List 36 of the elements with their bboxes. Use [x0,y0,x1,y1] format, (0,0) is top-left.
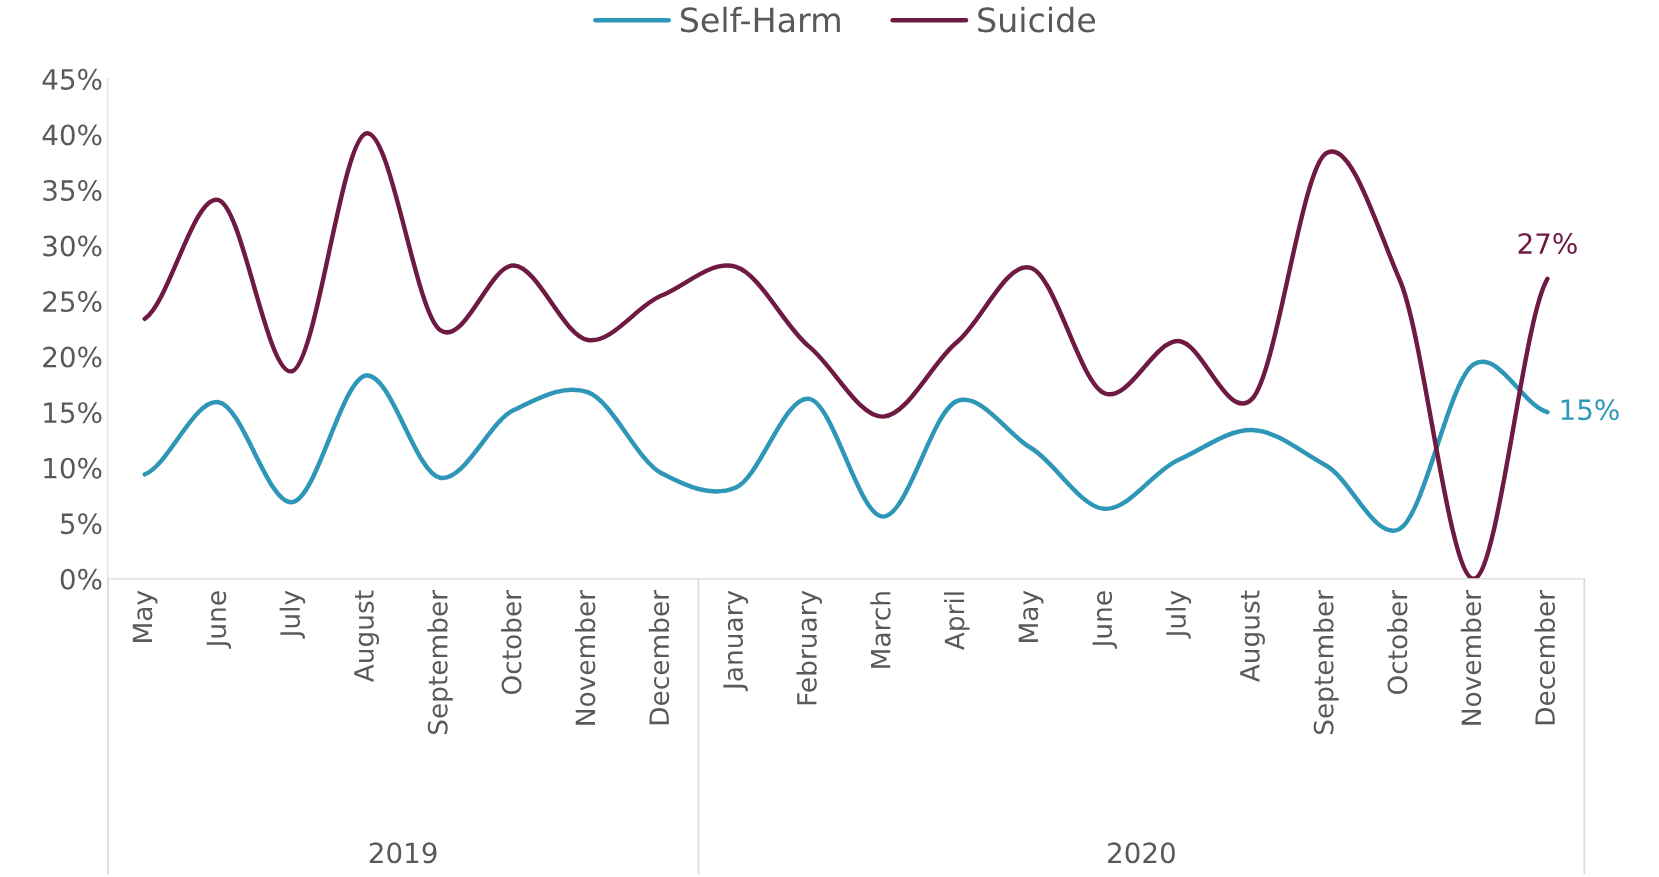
y-tick-label: 5% [61,513,102,535]
data-label: 27% [1518,233,1577,255]
y-tick-label: 10% [44,457,102,479]
y-tick-label: 25% [43,291,102,313]
x-tick-label: March [870,592,891,668]
text: 2020 [1108,842,1175,864]
x-tick-label: February [796,590,822,705]
x-tick-label: October [1387,589,1408,695]
x-tick-label: November [1460,589,1482,725]
y-tick-label: 20% [43,346,102,368]
legend-label: Self-Harm [680,6,840,33]
x-tick-label: August [1240,590,1265,683]
x-tick-label: May [132,590,158,642]
y-tick-label: 15% [44,402,102,424]
x-tick-label: December [648,589,670,725]
x-tick-label: June [1092,591,1118,649]
x-tick-label: August [354,590,379,683]
legend-label: Suicide [978,6,1096,33]
x-tick-label: June [206,591,232,649]
x-tick-label: December [1534,589,1556,725]
y-tick-label: 45% [42,68,102,90]
y-tick-label: 35% [43,179,102,201]
y-tick-label: 30% [43,235,102,257]
y-tick-label: 40% [42,124,102,146]
x-tick-label: September [1313,589,1339,735]
y-tick-label: 0% [60,568,102,590]
x-tick-label: May [1018,590,1044,642]
x-tick-label: July [1165,590,1192,639]
text: 2019 [369,842,437,864]
data-label: 15% [1561,399,1619,421]
x-tick-label: January [723,590,749,692]
x-tick-label: September [427,589,453,735]
x-tick-label: July [279,590,306,639]
x-tick-label: November [574,589,596,725]
x-tick-label: October [501,589,522,695]
x-tick-label: April [944,592,970,651]
